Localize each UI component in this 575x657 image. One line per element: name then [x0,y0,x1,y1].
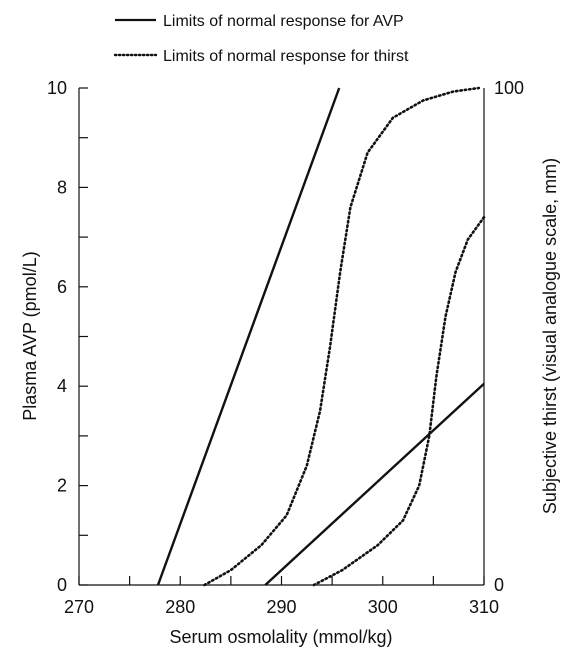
avp-limit-line-1 [264,382,485,586]
y-axis-label: Plasma AVP (pmol/L) [20,251,40,420]
x-tick-label: 310 [469,597,499,617]
axes [78,88,485,586]
y-tick-label: 6 [57,277,67,297]
x-tick-label: 270 [64,597,94,617]
y2-tick-label: 100 [494,78,524,98]
y-tick-label: 8 [57,177,67,197]
thirst-limit-line-3 [312,215,486,587]
x-tick-label: 290 [266,597,296,617]
y-tick-label: 2 [57,476,67,496]
y2-tick-label: 0 [494,575,504,595]
y2-axis-label: Subjective thirst (visual analogue scale… [540,158,560,514]
avp-limit-line-0 [156,87,341,586]
y-tick-label: 10 [47,78,67,98]
legend-label-avp: Limits of normal response for AVP [163,13,404,30]
legend: Limits of normal response for AVP Limits… [113,13,409,65]
x-axis-label: Serum osmolality (mmol/kg) [169,627,392,647]
x-tick-label: 280 [165,597,195,617]
y-tick-label: 4 [57,376,67,396]
thirst-limit-line-2 [203,86,481,587]
y-tick-label: 0 [57,575,67,595]
x-tick-label: 300 [368,597,398,617]
legend-label-thirst: Limits of normal response for thirst [163,48,409,65]
series-group [156,86,486,587]
